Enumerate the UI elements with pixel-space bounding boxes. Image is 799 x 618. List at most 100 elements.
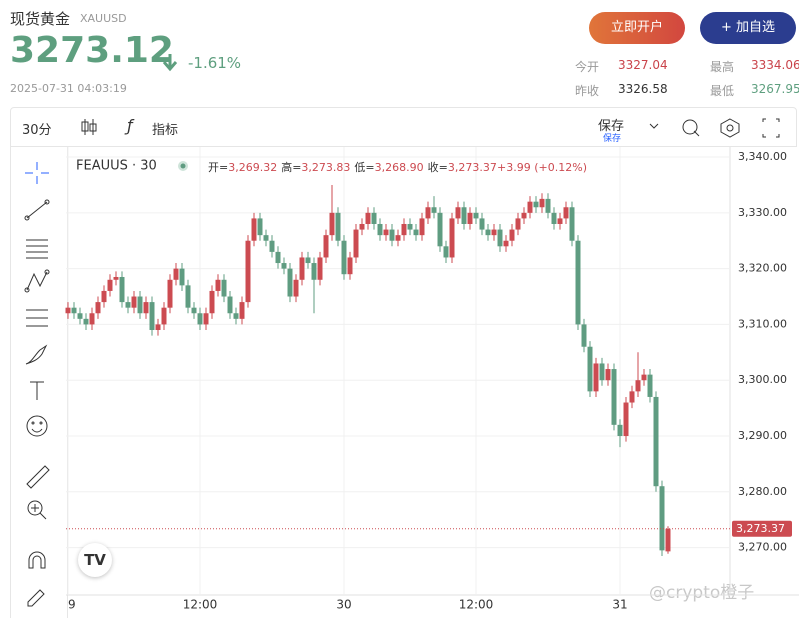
candle-body: [659, 486, 665, 551]
candle-body: [353, 229, 359, 258]
change-label: +3.99 (+0.12%): [497, 161, 587, 174]
candle-body: [257, 218, 263, 236]
candle-body: [185, 285, 191, 308]
candle-body: [143, 302, 149, 314]
status-dot-inner: [180, 163, 186, 169]
candle-body: [233, 313, 239, 319]
candle-body: [113, 276, 119, 280]
candle-body: [329, 212, 335, 236]
candle-body: [305, 257, 311, 264]
candle-body: [161, 307, 167, 325]
candle-body: [101, 290, 107, 303]
candle-body: [581, 324, 587, 347]
candle-body: [317, 257, 323, 280]
candle-body: [491, 229, 497, 236]
candle-body: [449, 218, 455, 258]
down-arrow: [162, 54, 178, 72]
open-account-button[interactable]: 立即开户: [589, 12, 685, 44]
candle-body: [89, 313, 95, 325]
candle-body: [107, 279, 113, 291]
tool-icons[interactable]: [22, 158, 52, 618]
candle-body: [599, 363, 605, 381]
candle-body: [293, 279, 299, 297]
candle-body: [587, 346, 593, 392]
price-tag-label: 3,273.37: [736, 522, 785, 535]
candle-body: [521, 212, 527, 219]
y-tick-label: 3,320.00: [738, 262, 787, 275]
fx-icon[interactable]: ƒ: [127, 116, 133, 135]
candle-body: [251, 218, 257, 241]
candle-body: [479, 218, 485, 230]
candle-body: [149, 302, 155, 330]
symbol-label: FEAUUS · 30: [76, 159, 157, 174]
candle-body: [419, 218, 425, 236]
stat-label: 最低: [710, 84, 735, 98]
candle-body: [77, 313, 83, 319]
candle-body: [443, 246, 449, 258]
candle-body: [281, 263, 287, 269]
legend-value: 3,268.90: [375, 161, 424, 174]
candle-body: [461, 207, 467, 224]
watermark: @crypto橙子: [649, 583, 754, 603]
toolbar-icons[interactable]: [682, 116, 782, 138]
candle-body: [437, 212, 443, 247]
candle-body: [503, 240, 509, 247]
toolbar: [10, 107, 797, 147]
stat-value: 3327.04: [618, 58, 668, 72]
price-tag: [732, 520, 792, 537]
symbol: XAUUSD: [80, 12, 127, 25]
y-tick-label: 3,340.00: [738, 150, 787, 163]
candle-body: [287, 268, 293, 297]
candle-body: [473, 212, 479, 219]
candle-body: [557, 218, 563, 224]
candle-body: [653, 396, 659, 487]
candle-body: [215, 279, 221, 291]
candle-body: [335, 212, 341, 241]
candle-body: [641, 374, 647, 381]
candle-body: [359, 223, 365, 230]
candle-body: [545, 198, 551, 213]
legend-value: 3,269.32: [228, 161, 277, 174]
change: -1.61%: [188, 54, 242, 72]
candle-body: [425, 207, 431, 219]
candle-body: [95, 302, 101, 314]
indicators[interactable]: 指标: [152, 123, 179, 138]
candle-body: [191, 307, 197, 314]
candle-body: [563, 207, 569, 219]
candle-body: [71, 307, 77, 314]
y-tick-label: 3,290.00: [738, 429, 787, 442]
candle-body: [575, 240, 581, 325]
candle-body: [155, 324, 161, 330]
candle-body: [635, 380, 641, 392]
title: 现货黄金: [10, 10, 71, 28]
candle-icon[interactable]: [80, 117, 98, 137]
save[interactable]: 保存: [598, 119, 625, 134]
legend-value: 3,273.83: [301, 161, 350, 174]
candle-body: [593, 363, 599, 392]
candle-body: [275, 251, 281, 264]
interval[interactable]: 30分: [22, 123, 52, 138]
candle-body: [203, 313, 209, 325]
tv-logo[interactable]: TV: [78, 543, 112, 577]
candle-body: [371, 212, 377, 224]
save-sub: 保存: [603, 134, 622, 144]
candle-body: [485, 229, 491, 236]
candle-body: [125, 302, 131, 308]
candle-body: [383, 229, 389, 236]
candle-body: [389, 229, 395, 241]
candle-body: [365, 212, 371, 224]
candle-body: [617, 424, 623, 436]
candle-body: [527, 201, 533, 213]
candle-body: [647, 374, 653, 397]
candle-body: [239, 302, 245, 319]
candle-body: [605, 369, 611, 381]
stat-label: 昨收: [575, 84, 600, 98]
legend-label: 高=: [281, 160, 301, 174]
candle-body: [497, 229, 503, 247]
x-tick-label: 12:00: [459, 598, 494, 612]
candle-body: [119, 276, 125, 303]
chevron[interactable]: [648, 120, 660, 132]
x-tick-label: 31: [612, 598, 627, 612]
add-watchlist-button[interactable]: + 加自选: [700, 12, 796, 44]
